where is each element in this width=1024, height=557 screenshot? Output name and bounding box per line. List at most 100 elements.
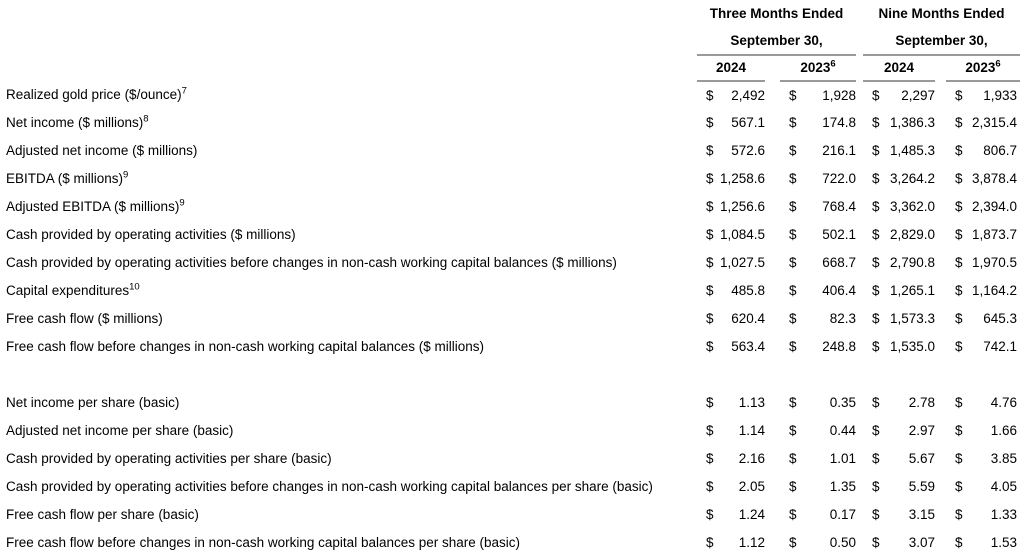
column-gap bbox=[1020, 529, 1024, 557]
table-row: Net income per share (basic) $1.13 $0.35 $2… bbox=[0, 389, 1024, 417]
currency-symbol: $ bbox=[955, 255, 963, 271]
column-gap bbox=[765, 445, 780, 473]
year-header-2023-nine-months: 20236 bbox=[946, 55, 1021, 82]
currency-symbol: $ bbox=[789, 395, 797, 411]
value-cell: $3,878.4 bbox=[946, 165, 1020, 193]
column-gap bbox=[856, 137, 863, 165]
currency-symbol: $ bbox=[955, 395, 963, 411]
row-label: Adjusted net income ($ millions) bbox=[6, 143, 198, 159]
value-cell: $3.15 bbox=[863, 501, 935, 529]
currency-symbol: $ bbox=[955, 115, 963, 131]
currency-symbol: $ bbox=[872, 171, 880, 187]
value-cell: $502.1 bbox=[780, 221, 856, 249]
row-label: EBITDA ($ millions)9 bbox=[6, 169, 129, 187]
column-gap bbox=[935, 473, 946, 501]
currency-symbol: $ bbox=[872, 339, 880, 355]
column-gap bbox=[935, 277, 946, 305]
cell-value: 1,928 bbox=[822, 87, 857, 103]
value-cell: $1,873.7 bbox=[946, 221, 1020, 249]
value-cell: $1,084.5 bbox=[697, 221, 765, 249]
footnote-marker: 10 bbox=[129, 281, 140, 293]
column-gap bbox=[1020, 137, 1024, 165]
cell-value: 2.78 bbox=[908, 395, 936, 411]
column-gap bbox=[765, 109, 780, 137]
value-cell: $768.4 bbox=[780, 193, 856, 221]
currency-symbol: $ bbox=[955, 507, 963, 523]
value-cell: $1,256.6 bbox=[697, 193, 765, 221]
currency-symbol: $ bbox=[955, 479, 963, 495]
value-cell: $567.1 bbox=[697, 109, 765, 137]
table-row: Adjusted net income ($ millions) $572.6 $2… bbox=[0, 137, 1024, 165]
cell-value: 722.0 bbox=[822, 171, 857, 187]
currency-symbol: $ bbox=[872, 143, 880, 159]
row-label: Cash provided by operating activities ($… bbox=[6, 227, 296, 243]
cell-value: 645.3 bbox=[983, 311, 1018, 327]
value-cell: $1,258.6 bbox=[697, 165, 765, 193]
value-cell: $216.1 bbox=[780, 137, 856, 165]
cell-value: 1,873.7 bbox=[971, 227, 1018, 243]
cell-value: 1.66 bbox=[990, 423, 1018, 439]
cell-value: 1.14 bbox=[738, 423, 765, 439]
column-gap bbox=[1020, 165, 1024, 193]
currency-symbol: $ bbox=[706, 311, 714, 327]
currency-symbol: $ bbox=[872, 535, 880, 551]
column-gap bbox=[1020, 55, 1024, 81]
table-row: Cash provided by operating activities ($… bbox=[0, 221, 1024, 249]
currency-symbol: $ bbox=[706, 227, 714, 243]
currency-symbol: $ bbox=[789, 311, 797, 327]
column-gap bbox=[935, 165, 946, 193]
column-gap bbox=[935, 501, 946, 529]
cell-value: 3.85 bbox=[990, 451, 1018, 467]
value-cell: $620.4 bbox=[697, 305, 765, 333]
column-gap bbox=[765, 529, 780, 557]
footnote-marker: 8 bbox=[143, 113, 149, 125]
column-gap bbox=[856, 417, 863, 445]
table-row: Cash provided by operating activities pe… bbox=[0, 445, 1024, 473]
cell-value: 620.4 bbox=[731, 311, 765, 327]
currency-symbol: $ bbox=[955, 87, 963, 103]
column-gap bbox=[856, 473, 863, 501]
value-cell: $1,485.3 bbox=[863, 137, 935, 165]
cell-value: 1,265.1 bbox=[889, 283, 936, 299]
column-gap bbox=[765, 55, 780, 81]
column-gap bbox=[935, 305, 946, 333]
currency-symbol: $ bbox=[872, 451, 880, 467]
currency-symbol: $ bbox=[872, 115, 880, 131]
cell-value: 2.97 bbox=[908, 423, 936, 439]
value-cell: $1,928 bbox=[780, 81, 856, 109]
table-row: Free cash flow ($ millions) $620.4 $82.3 $1… bbox=[0, 305, 1024, 333]
column-gap bbox=[1020, 305, 1024, 333]
cell-value: 1,933 bbox=[983, 87, 1018, 103]
cell-value: 82.3 bbox=[829, 311, 857, 327]
value-cell: $2.97 bbox=[863, 417, 935, 445]
currency-symbol: $ bbox=[789, 255, 797, 271]
column-gap bbox=[856, 333, 863, 361]
cell-value: 406.4 bbox=[822, 283, 857, 299]
currency-symbol: $ bbox=[789, 479, 797, 495]
row-label: Free cash flow per share (basic) bbox=[6, 507, 199, 523]
cell-value: 572.6 bbox=[731, 143, 765, 159]
value-cell: $406.4 bbox=[780, 277, 856, 305]
currency-symbol: $ bbox=[706, 255, 714, 271]
cell-value: 2,394.0 bbox=[971, 199, 1018, 215]
section-spacer bbox=[0, 361, 1024, 389]
column-gap bbox=[856, 81, 863, 109]
value-cell: $1.12 bbox=[697, 529, 765, 557]
currency-symbol: $ bbox=[955, 171, 963, 187]
cell-value: 806.7 bbox=[983, 143, 1018, 159]
currency-symbol: $ bbox=[955, 535, 963, 551]
currency-symbol: $ bbox=[872, 283, 880, 299]
value-cell: $742.1 bbox=[946, 333, 1020, 361]
cell-value: 1,970.5 bbox=[971, 255, 1018, 271]
cell-value: 2,790.8 bbox=[889, 255, 936, 271]
cell-value: 1,386.3 bbox=[889, 115, 936, 131]
currency-symbol: $ bbox=[955, 311, 963, 327]
column-gap bbox=[935, 109, 946, 137]
currency-symbol: $ bbox=[789, 339, 797, 355]
value-cell: $5.67 bbox=[863, 445, 935, 473]
column-gap bbox=[856, 277, 863, 305]
currency-symbol: $ bbox=[706, 395, 714, 411]
value-cell: $722.0 bbox=[780, 165, 856, 193]
value-cell: $0.35 bbox=[780, 389, 856, 417]
column-gap bbox=[935, 445, 946, 473]
